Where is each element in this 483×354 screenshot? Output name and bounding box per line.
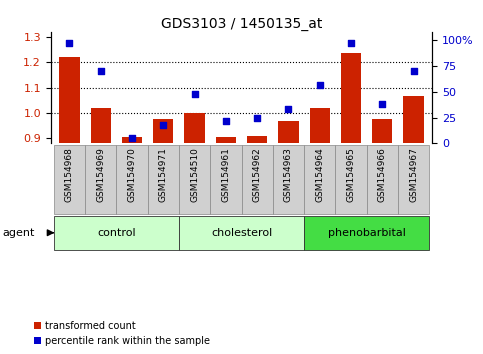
Bar [122, 137, 142, 143]
Text: GSM154964: GSM154964 [315, 147, 324, 202]
Bar [179, 216, 304, 250]
Point [347, 40, 355, 46]
Bar [54, 216, 179, 250]
Text: GSM154962: GSM154962 [253, 147, 262, 202]
Bar [278, 121, 298, 143]
Point [284, 107, 292, 112]
Bar [398, 145, 429, 214]
Point [253, 115, 261, 120]
Point [97, 68, 105, 74]
Bar [91, 108, 111, 143]
Bar [179, 145, 210, 214]
Bar [54, 145, 85, 214]
Bar [153, 119, 173, 143]
Bar [335, 145, 367, 214]
Point [316, 82, 324, 87]
Legend: transformed count, percentile rank within the sample: transformed count, percentile rank withi… [34, 321, 210, 346]
Text: GSM154961: GSM154961 [221, 147, 230, 202]
Text: cholesterol: cholesterol [211, 228, 272, 238]
Bar [304, 216, 429, 250]
Bar [210, 145, 242, 214]
Point [222, 118, 230, 124]
Bar [216, 137, 236, 143]
Title: GDS3103 / 1450135_at: GDS3103 / 1450135_at [161, 17, 322, 31]
Point [66, 40, 73, 46]
Bar [148, 145, 179, 214]
Text: GSM154970: GSM154970 [128, 147, 137, 202]
Bar [59, 57, 80, 143]
Point [378, 101, 386, 107]
Bar [403, 97, 424, 143]
Bar [372, 119, 392, 143]
Text: GSM154965: GSM154965 [346, 147, 355, 202]
Text: GSM154966: GSM154966 [378, 147, 387, 202]
Bar [116, 145, 148, 214]
Bar [310, 108, 330, 143]
Point [128, 135, 136, 141]
Point [410, 68, 417, 74]
Bar [247, 136, 267, 143]
Text: GSM154969: GSM154969 [96, 147, 105, 202]
Text: GSM154971: GSM154971 [159, 147, 168, 202]
Text: control: control [97, 228, 136, 238]
Text: GSM154968: GSM154968 [65, 147, 74, 202]
Text: phenobarbital: phenobarbital [327, 228, 406, 238]
Bar [304, 145, 335, 214]
Text: GSM154510: GSM154510 [190, 147, 199, 202]
Text: GSM154967: GSM154967 [409, 147, 418, 202]
Point [191, 91, 199, 97]
Bar [185, 113, 205, 143]
Bar [85, 145, 116, 214]
Bar [273, 145, 304, 214]
Bar [242, 145, 273, 214]
Text: GSM154963: GSM154963 [284, 147, 293, 202]
Bar [367, 145, 398, 214]
Text: agent: agent [2, 228, 35, 238]
Point [159, 122, 167, 128]
Bar [341, 53, 361, 143]
